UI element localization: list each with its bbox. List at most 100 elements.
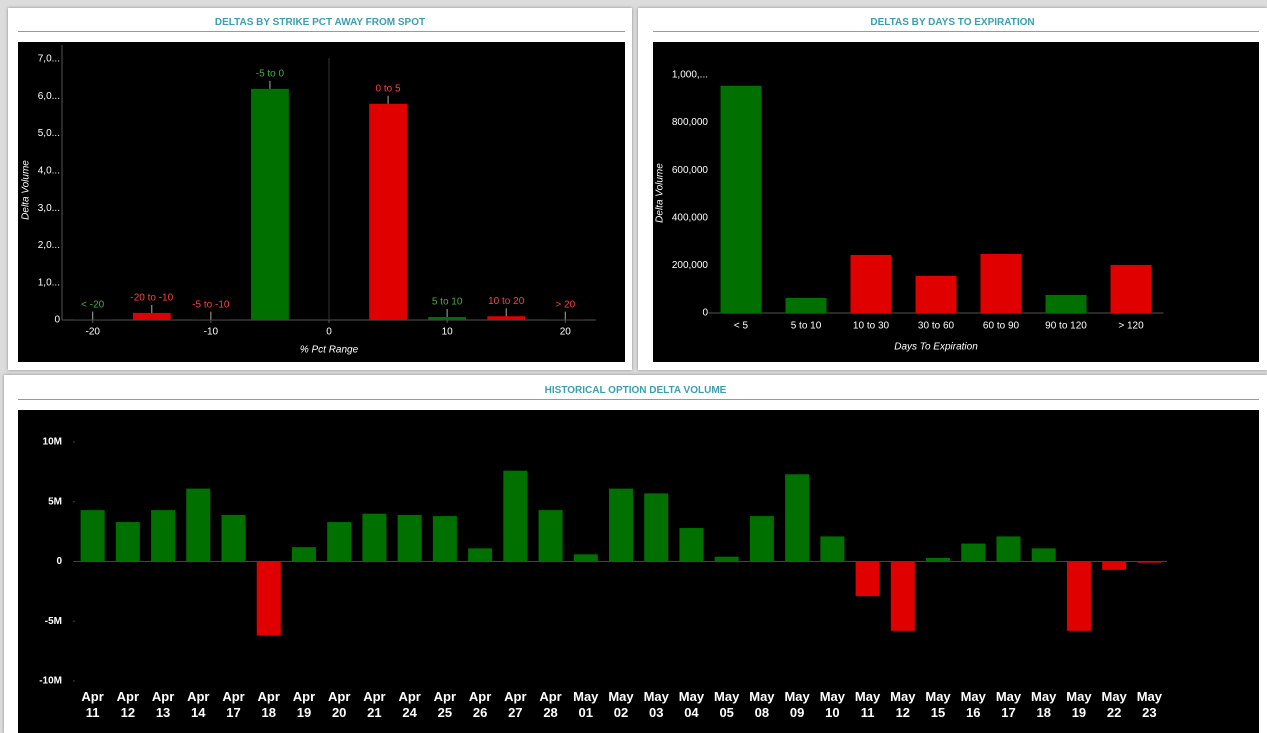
bar bbox=[362, 513, 387, 562]
y-tick-label: 2,0... bbox=[38, 240, 60, 251]
bar bbox=[573, 554, 598, 562]
x-tick-label: Apr 28 bbox=[539, 689, 562, 720]
bar bbox=[855, 561, 880, 597]
bar bbox=[503, 470, 528, 562]
x-tick-label: -20 bbox=[85, 327, 100, 338]
bar bbox=[251, 88, 289, 320]
data-label: -5 to -10 bbox=[192, 299, 230, 310]
x-tick-label: May 09 bbox=[784, 689, 810, 720]
y-tick-label: 200,000 bbox=[672, 260, 709, 271]
x-tick-label: 60 to 90 bbox=[983, 321, 1020, 332]
x-axis-title: % Pct Range bbox=[300, 345, 359, 356]
y-tick-label: 6,0... bbox=[38, 91, 60, 102]
bar bbox=[397, 514, 422, 562]
x-tick-label: May 11 bbox=[854, 689, 881, 720]
bar bbox=[714, 556, 739, 562]
x-tick-label: -10 bbox=[204, 327, 219, 338]
x-tick-label: 5 to 10 bbox=[791, 321, 822, 332]
x-tick-label: 10 bbox=[442, 327, 454, 338]
x-tick-label: May 12 bbox=[890, 689, 916, 720]
panel-title: DELTAS BY DAYS TO EXPIRATION bbox=[870, 17, 1035, 28]
bar bbox=[1110, 264, 1152, 313]
bar bbox=[749, 516, 774, 562]
x-tick-label: May 10 bbox=[819, 689, 845, 720]
bar bbox=[186, 488, 211, 562]
bar bbox=[487, 316, 526, 320]
plot-area bbox=[18, 410, 1259, 733]
y-tick-label: 600,000 bbox=[672, 165, 709, 176]
y-tick-label: 4,0... bbox=[38, 165, 60, 176]
x-tick-label: Apr 17 bbox=[222, 689, 245, 720]
rule bbox=[18, 399, 1259, 400]
bar bbox=[785, 474, 810, 562]
x-tick-label: May 03 bbox=[643, 689, 669, 720]
y-tick-label: 7,0... bbox=[38, 54, 60, 65]
plot-area bbox=[18, 42, 625, 362]
bar bbox=[115, 522, 140, 562]
bar bbox=[468, 548, 493, 562]
data-label: 0 to 5 bbox=[376, 83, 401, 94]
y-axis-title: Delta Volume bbox=[655, 163, 666, 223]
y-tick-label: -10M bbox=[39, 676, 62, 687]
bar bbox=[961, 543, 986, 562]
bar bbox=[785, 298, 827, 313]
bar bbox=[980, 253, 1022, 313]
x-tick-label: May 23 bbox=[1136, 689, 1163, 720]
bar bbox=[850, 254, 892, 313]
panel-title: HISTORICAL OPTION DELTA VOLUME bbox=[544, 385, 727, 396]
x-tick-label: May 19 bbox=[1066, 689, 1092, 720]
bar bbox=[151, 510, 176, 562]
bar bbox=[1102, 561, 1127, 570]
bar bbox=[432, 516, 457, 562]
x-tick-label: Apr 11 bbox=[81, 689, 104, 720]
bar bbox=[1031, 548, 1056, 562]
bar bbox=[720, 85, 762, 314]
bar bbox=[291, 547, 316, 562]
x-tick-label: Apr 20 bbox=[327, 689, 351, 720]
bar bbox=[890, 561, 915, 631]
x-tick-label: Apr 18 bbox=[257, 689, 280, 720]
x-tick-label: 90 to 120 bbox=[1045, 321, 1087, 332]
x-tick-label: May 15 bbox=[925, 689, 951, 720]
x-tick-label: May 16 bbox=[960, 689, 986, 720]
y-tick-label: -5M bbox=[45, 616, 62, 627]
y-tick-label: 5M bbox=[48, 496, 62, 507]
bar bbox=[369, 103, 407, 320]
rule bbox=[653, 31, 1259, 32]
y-tick-label: 800,000 bbox=[672, 117, 709, 128]
x-tick-label: Apr 14 bbox=[187, 689, 210, 720]
y-tick-label: 0 bbox=[54, 315, 60, 326]
x-tick-label: > 120 bbox=[1118, 321, 1144, 332]
bar bbox=[679, 528, 704, 562]
data-label: < -20 bbox=[81, 299, 105, 310]
y-tick-label: 0 bbox=[56, 556, 62, 567]
x-tick-label: Apr 12 bbox=[116, 689, 140, 720]
bar bbox=[538, 510, 563, 562]
x-tick-label: Apr 21 bbox=[363, 689, 386, 720]
x-tick-label: Apr 26 bbox=[468, 689, 492, 720]
y-tick-label: 400,000 bbox=[672, 212, 709, 223]
x-tick-label: 30 to 60 bbox=[918, 321, 955, 332]
data-label: -20 to -10 bbox=[130, 293, 173, 304]
bar bbox=[644, 493, 669, 562]
data-label: > 20 bbox=[555, 299, 575, 310]
x-tick-label: 20 bbox=[560, 327, 572, 338]
y-axis-title: Delta Volume bbox=[21, 160, 32, 220]
x-tick-label: May 01 bbox=[573, 689, 599, 720]
x-tick-label: May 02 bbox=[608, 689, 634, 720]
bar bbox=[221, 514, 246, 562]
y-tick-label: 5,0... bbox=[38, 128, 60, 139]
y-tick-label: 10M bbox=[43, 437, 62, 448]
y-tick-label: 1,0... bbox=[38, 277, 60, 288]
panel-title: DELTAS BY STRIKE PCT AWAY FROM SPOT bbox=[214, 17, 426, 28]
bar bbox=[256, 561, 281, 636]
rule bbox=[18, 31, 625, 32]
bar bbox=[996, 536, 1021, 562]
x-tick-label: May 04 bbox=[678, 689, 705, 720]
bar bbox=[609, 488, 633, 562]
x-tick-label: Apr 13 bbox=[151, 689, 175, 720]
x-tick-label: Apr 25 bbox=[433, 689, 457, 720]
x-tick-label: May 18 bbox=[1031, 689, 1057, 720]
x-tick-label: 0 bbox=[326, 327, 332, 338]
